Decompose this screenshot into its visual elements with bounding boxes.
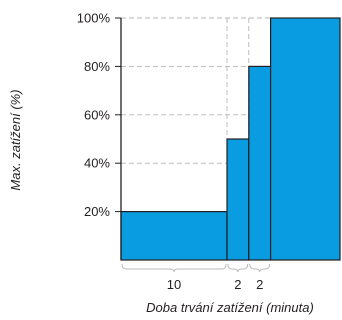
duration-label-2: 2 <box>234 277 241 292</box>
y-tick-label-2: 40% <box>84 156 110 171</box>
y-tick-label-1: 20% <box>84 204 110 219</box>
duration-brace-2 <box>227 263 249 273</box>
x-axis-title: Doba trvání zatížení (minuta) <box>146 300 314 315</box>
duration-braces: 10 2 2 <box>121 263 271 292</box>
bar-segment-4 <box>270 17 341 261</box>
bar-segment-3 <box>248 65 272 261</box>
duration-label-3: 2 <box>256 277 263 292</box>
y-tick-label-4: 80% <box>84 59 110 74</box>
duration-brace-3 <box>249 263 271 273</box>
duration-brace-1 <box>121 263 227 273</box>
bar-segment-2 <box>226 138 250 261</box>
bars <box>120 17 341 261</box>
y-tick-label-5: 100% <box>77 11 111 26</box>
y-tick-labels: 20% 40% 60% 80% 100% <box>77 11 121 219</box>
y-axis-title: Max. zatížení (%) <box>8 89 23 190</box>
y-tick-label-3: 60% <box>84 107 110 122</box>
duration-label-1: 10 <box>167 277 181 292</box>
bar-segment-1 <box>120 211 228 261</box>
